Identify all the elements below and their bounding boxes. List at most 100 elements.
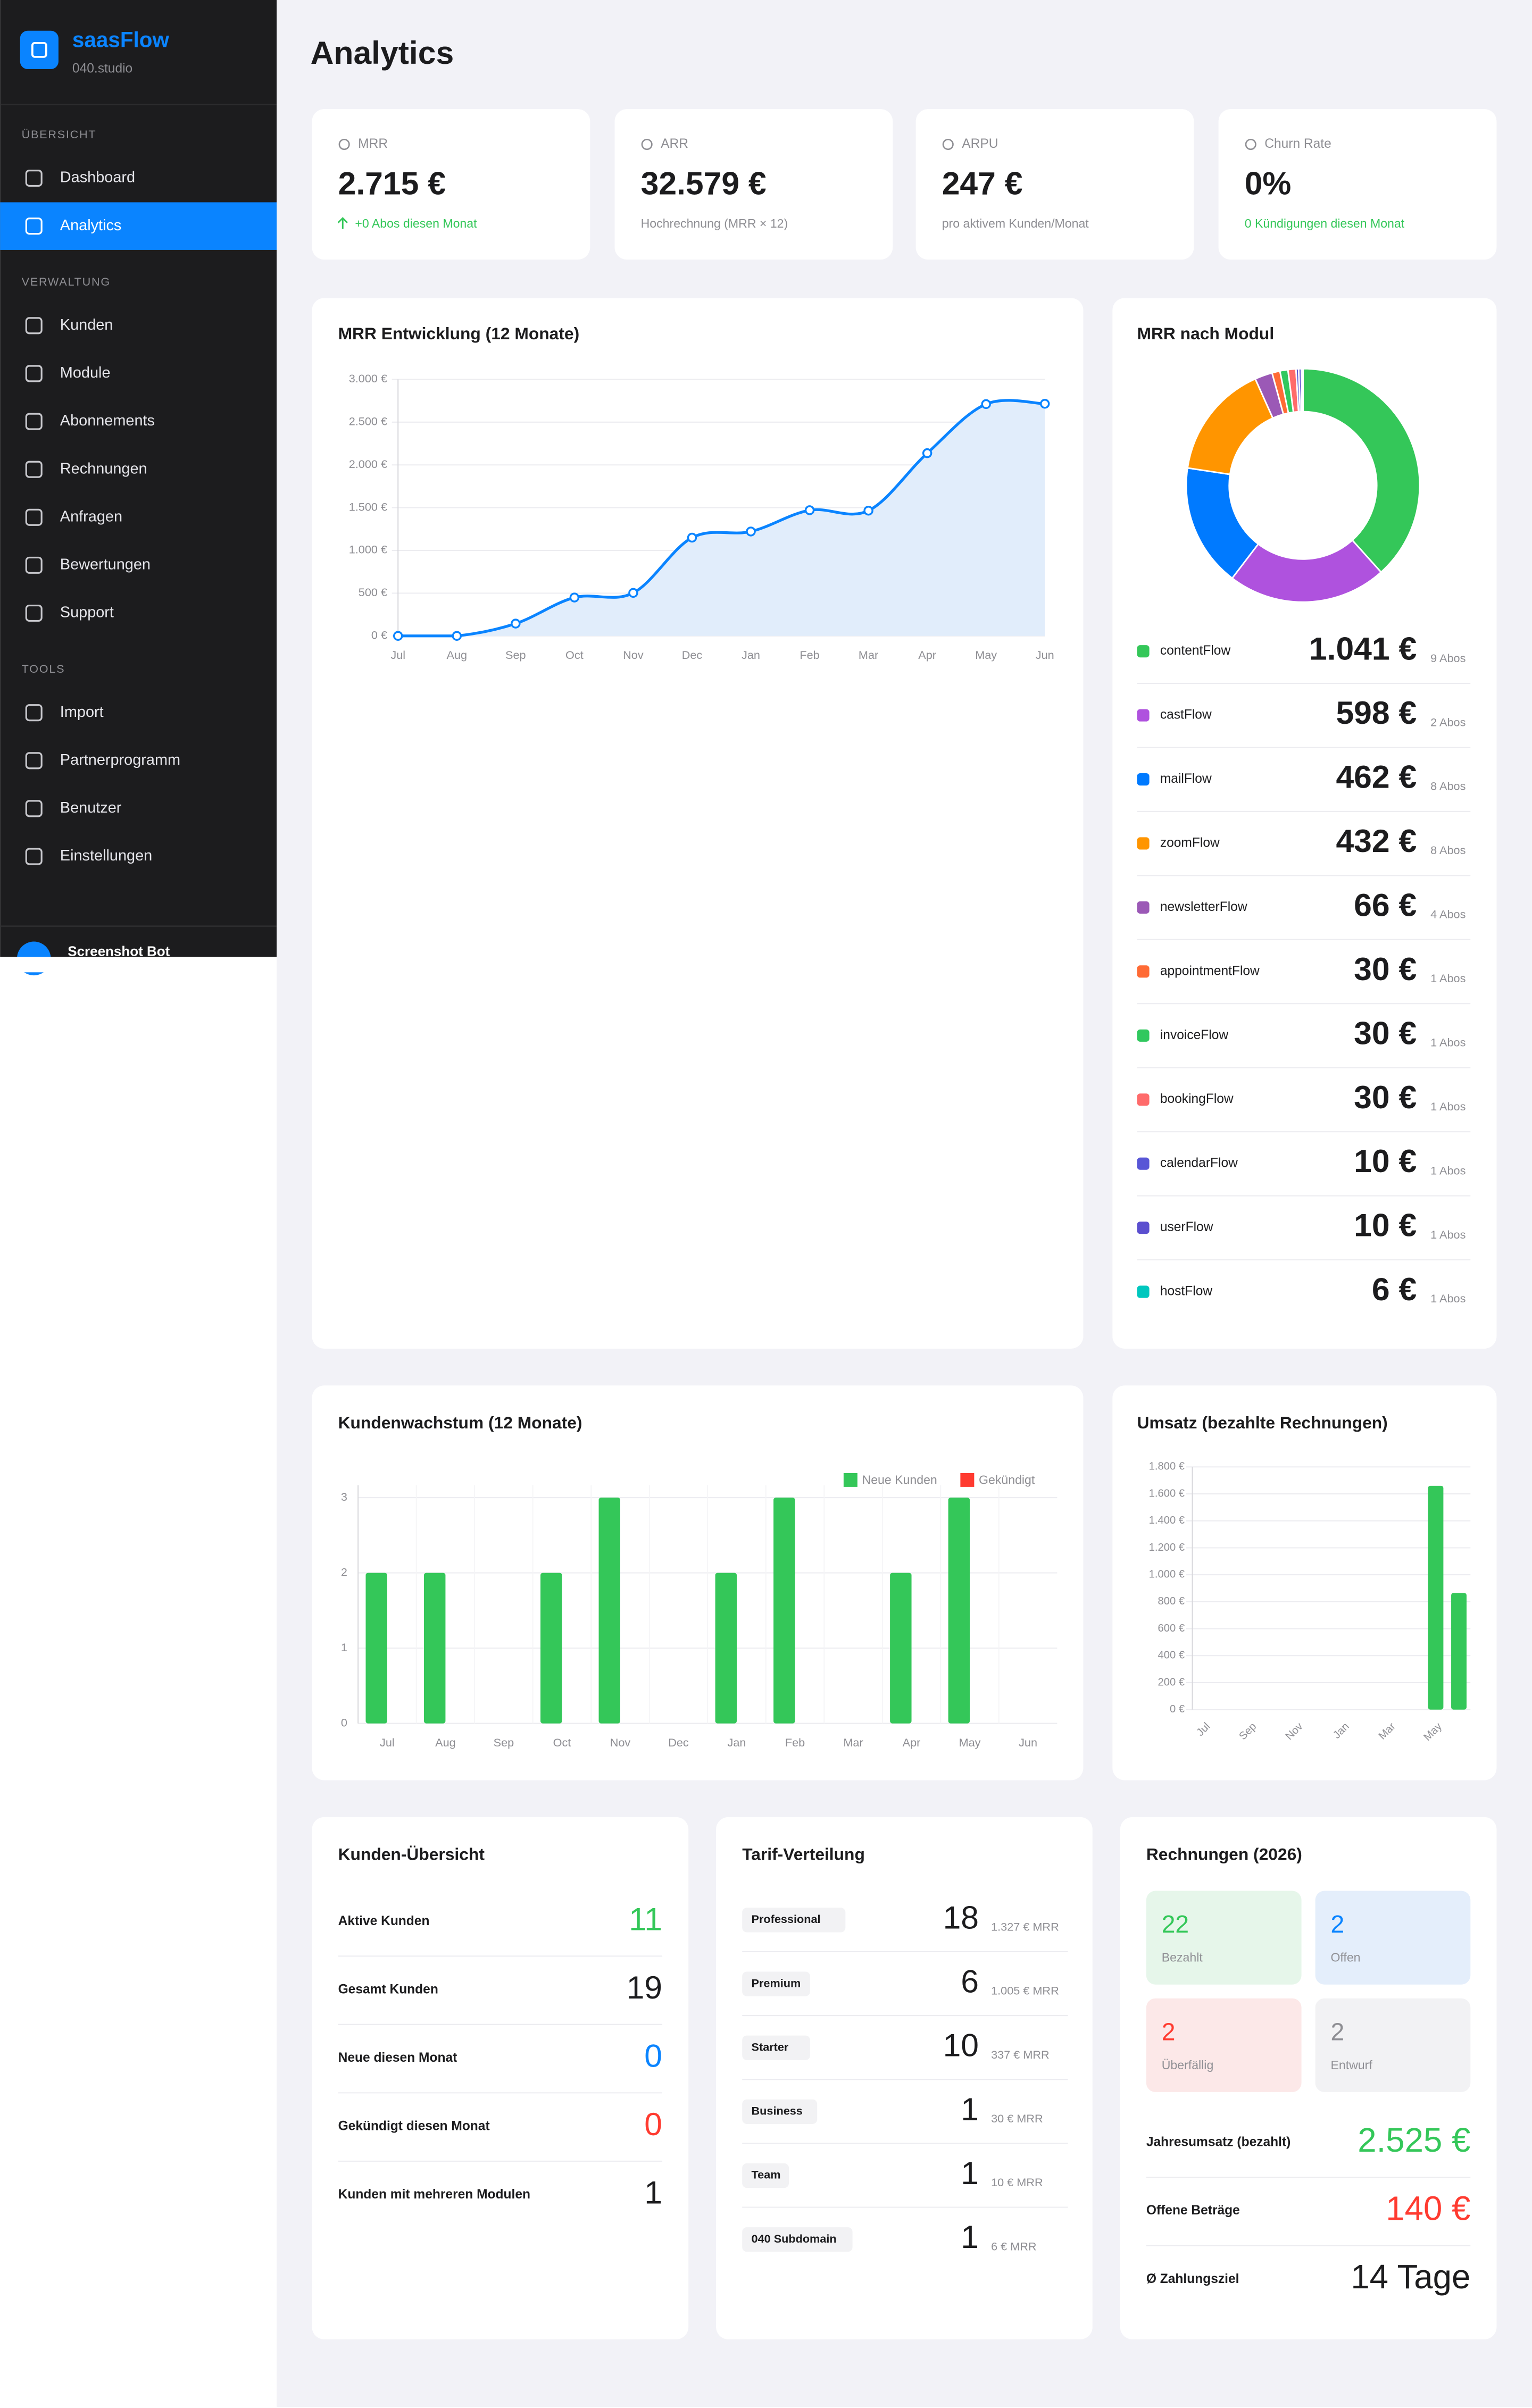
tile-label: Bezahlt [1162, 1951, 1203, 1964]
nav-item[interactable]: Bewertungen [60, 556, 151, 573]
tile-value: 2 [1330, 1910, 1344, 1938]
tariff-mrr: 30 € MRR [991, 2112, 1043, 2125]
nav-item[interactable]: Benutzer [60, 799, 122, 816]
sidebar [0, 0, 277, 957]
bar [773, 1498, 795, 1724]
trend-arrow [337, 217, 348, 229]
legend-label: Gekündigt [979, 1473, 1035, 1486]
card-title: Tarif-Verteilung [742, 1844, 865, 1863]
nav-item[interactable]: Import [60, 704, 104, 721]
bar [365, 1573, 387, 1724]
x-tick-label: Mar [859, 648, 878, 662]
kpi-value: 0% [1245, 165, 1292, 202]
nav-item[interactable]: Partnerprogramm [60, 751, 180, 768]
x-tick-label: Oct [553, 1736, 571, 1749]
module-name: castFlow [1160, 708, 1212, 722]
bar [1428, 1485, 1444, 1710]
nav-icon [25, 800, 43, 817]
card [312, 1817, 689, 2339]
nav-icon [25, 752, 43, 770]
donut-slice [1302, 367, 1421, 573]
row-label: Kunden mit mehreren Modulen [338, 2187, 530, 2202]
invoice-tile [1146, 1891, 1302, 1985]
module-value: 598 € [1336, 695, 1417, 731]
tariff-badge [742, 1908, 846, 1933]
y-tick-label: 3 [341, 1490, 347, 1503]
invoice-tile [1146, 1998, 1302, 2092]
kpi-value: 2.715 € [338, 165, 446, 202]
bar [598, 1498, 620, 1724]
module-name: mailFlow [1160, 772, 1212, 786]
module-subscriptions: 9 Abos [1430, 651, 1466, 665]
nav-item[interactable]: Kunden [60, 316, 113, 333]
chart-title: Umsatz (bezahlte Rechnungen) [1137, 1413, 1388, 1432]
tile-value: 2 [1162, 2018, 1176, 2045]
kpi-label: MRR [358, 137, 388, 151]
module-subscriptions: 8 Abos [1430, 780, 1466, 793]
tile-value: 2 [1330, 2018, 1344, 2045]
nav-item[interactable]: Module [60, 364, 111, 381]
card [1112, 298, 1497, 1349]
module-name: invoiceFlow [1160, 1028, 1229, 1042]
legend-swatch [1137, 965, 1150, 978]
legend-swatch [1137, 1157, 1150, 1170]
y-tick-label: 1.400 € [1149, 1515, 1185, 1526]
point [746, 526, 756, 537]
tariff-count: 6 [961, 1963, 979, 2000]
tariff-name: 040 Subdomain [752, 2232, 837, 2245]
module-value: 30 € [1354, 951, 1417, 987]
module-name: calendarFlow [1160, 1156, 1238, 1170]
nav-item[interactable]: Rechnungen [60, 460, 147, 477]
module-subscriptions: 1 Abos [1430, 1100, 1466, 1113]
y-tick-label: 2 [341, 1565, 347, 1578]
x-tick-label: Jun [1036, 648, 1054, 662]
brand-icon-glyph [31, 41, 47, 58]
module-subscriptions: 1 Abos [1430, 1292, 1466, 1305]
nav-item[interactable]: Abonnements [60, 412, 155, 429]
y-tick-label: 1.200 € [1149, 1542, 1185, 1553]
tariff-name: Starter [752, 2040, 789, 2053]
nav-icon [25, 461, 43, 478]
card [1218, 109, 1497, 260]
nav-item[interactable]: Analytics [60, 217, 122, 234]
module-subscriptions: 1 Abos [1430, 972, 1466, 985]
module-value: 30 € [1354, 1015, 1417, 1051]
x-tick-label: Mar [843, 1736, 863, 1749]
module-value: 1.041 € [1309, 631, 1417, 667]
x-tick-label: Sep [494, 1736, 514, 1749]
module-value: 30 € [1354, 1079, 1417, 1115]
kpi-note: +0 Abos diesen Monat [355, 216, 477, 230]
nav-item[interactable]: Anfragen [60, 508, 122, 525]
y-tick-label: 200 € [1158, 1676, 1185, 1688]
y-tick-label: 3.000 € [349, 372, 387, 385]
donut-slice [1300, 367, 1304, 413]
x-tick-label: Jul [390, 648, 405, 662]
nav-icon [25, 556, 43, 574]
y-tick-label: 500 € [359, 586, 387, 599]
point [804, 505, 815, 515]
nav-active [0, 202, 277, 250]
x-tick-label: Sep [505, 648, 526, 662]
nav-icon [25, 413, 43, 430]
nav-item[interactable]: Einstellungen [60, 847, 152, 864]
row-label: Jahresumsatz (bezahlt) [1146, 2135, 1290, 2150]
x-tick-label: Apr [918, 648, 936, 662]
x-tick-label: Feb [785, 1736, 805, 1749]
user-name: Screenshot Bot [68, 943, 170, 959]
tariff-count: 1 [961, 2155, 979, 2191]
tariff-count: 1 [961, 2091, 979, 2127]
tariff-count: 10 [943, 2027, 979, 2063]
kpi-note: Hochrechnung (MRR × 12) [641, 216, 788, 230]
x-tick-label: May [975, 648, 997, 662]
x-tick-label: Aug [435, 1736, 456, 1749]
card-title: Kunden-Übersicht [338, 1844, 485, 1863]
tariff-mrr: 10 € MRR [991, 2176, 1043, 2189]
nav-item[interactable]: Dashboard [60, 169, 135, 186]
legend-swatch [843, 1473, 857, 1487]
nav-icon [25, 365, 43, 382]
nav-item[interactable]: Support [60, 604, 114, 621]
sidebar-bottom-mask [0, 957, 277, 973]
legend-swatch [1137, 645, 1150, 658]
point [511, 618, 521, 629]
